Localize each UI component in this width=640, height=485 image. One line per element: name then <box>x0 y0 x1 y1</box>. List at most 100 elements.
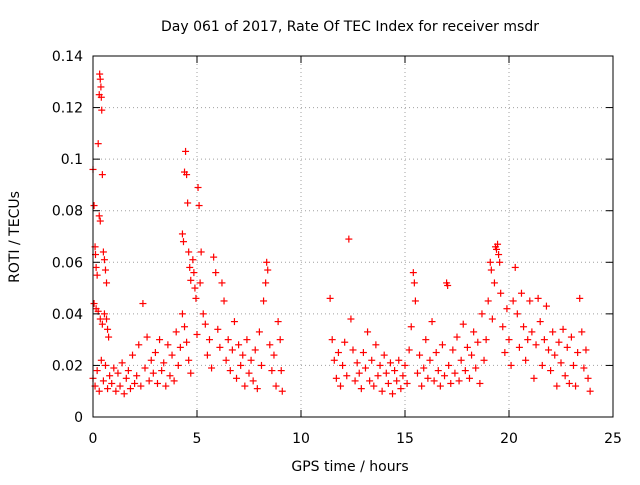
data-points <box>89 70 594 398</box>
data-point <box>497 289 505 297</box>
data-point <box>576 294 584 302</box>
data-point <box>540 336 548 344</box>
data-point <box>100 310 108 318</box>
data-point <box>426 356 434 364</box>
data-point <box>264 266 272 274</box>
data-point <box>343 372 351 380</box>
data-point <box>122 374 130 382</box>
data-point <box>216 343 224 351</box>
data-point <box>359 349 367 357</box>
data-point <box>420 364 428 372</box>
data-point <box>382 369 390 377</box>
data-point <box>490 279 498 287</box>
grid-lines <box>93 56 613 417</box>
data-point <box>166 372 174 380</box>
data-point <box>92 263 100 271</box>
data-point <box>260 297 268 305</box>
data-point <box>580 364 588 372</box>
data-point <box>196 279 204 287</box>
data-point <box>586 387 594 395</box>
data-point <box>517 289 525 297</box>
data-point <box>416 351 424 359</box>
data-point <box>143 333 151 341</box>
data-point <box>503 305 511 313</box>
data-point <box>110 364 118 372</box>
data-point <box>187 369 195 377</box>
data-point <box>449 346 457 354</box>
data-point <box>418 382 426 390</box>
data-point <box>513 310 521 318</box>
data-point <box>98 171 106 179</box>
data-point <box>201 320 209 328</box>
data-point <box>222 356 230 364</box>
data-point <box>549 328 557 336</box>
data-point <box>534 294 542 302</box>
data-point <box>474 338 482 346</box>
data-point <box>441 372 449 380</box>
data-point <box>116 382 124 390</box>
data-point <box>95 387 103 395</box>
y-tick-label: 0 <box>74 410 83 426</box>
data-point <box>97 93 105 101</box>
data-point <box>463 343 471 351</box>
data-point <box>224 336 232 344</box>
data-point <box>407 323 415 331</box>
data-point <box>478 310 486 318</box>
data-point <box>96 217 104 225</box>
data-point <box>430 377 438 385</box>
data-point <box>542 302 550 310</box>
data-point <box>395 356 403 364</box>
data-point <box>141 364 149 372</box>
data-point <box>347 315 355 323</box>
data-point <box>528 328 536 336</box>
data-point <box>266 341 274 349</box>
data-point <box>505 336 513 344</box>
data-point <box>233 374 241 382</box>
data-point <box>413 369 421 377</box>
data-point <box>487 266 495 274</box>
data-point <box>574 349 582 357</box>
axis-ticks <box>92 55 614 418</box>
data-point <box>151 349 159 357</box>
data-point <box>149 369 157 377</box>
data-point <box>366 377 374 385</box>
data-point <box>104 385 112 393</box>
y-tick-label: 0.12 <box>52 101 83 117</box>
data-point <box>274 318 282 326</box>
data-point <box>451 369 459 377</box>
data-point <box>328 336 336 344</box>
data-point <box>164 341 172 349</box>
data-point <box>190 269 198 277</box>
data-point <box>96 315 104 323</box>
data-point <box>584 374 592 382</box>
data-point <box>357 385 365 393</box>
data-point <box>428 318 436 326</box>
x-tick-label: 10 <box>292 431 310 447</box>
data-point <box>210 253 218 261</box>
data-point <box>90 300 98 308</box>
data-point <box>434 367 442 375</box>
data-point <box>178 230 186 238</box>
data-point <box>470 328 478 336</box>
data-point <box>193 330 201 338</box>
data-point <box>172 328 180 336</box>
x-tick-labels: 0 5 10 15 20 25 <box>89 431 622 447</box>
data-point <box>515 343 523 351</box>
data-point <box>482 336 490 344</box>
data-point <box>561 372 569 380</box>
data-point <box>104 325 112 333</box>
data-point <box>214 325 222 333</box>
data-point <box>262 279 270 287</box>
y-axis-label: ROTI / TECUs <box>7 191 23 283</box>
data-point <box>153 379 161 387</box>
data-point <box>476 379 484 387</box>
data-point <box>509 297 517 305</box>
data-point <box>538 361 546 369</box>
data-point <box>547 367 555 375</box>
data-point <box>386 359 394 367</box>
data-point <box>368 356 376 364</box>
data-point <box>135 341 143 349</box>
data-point <box>228 346 236 354</box>
x-tick-label: 5 <box>193 431 202 447</box>
